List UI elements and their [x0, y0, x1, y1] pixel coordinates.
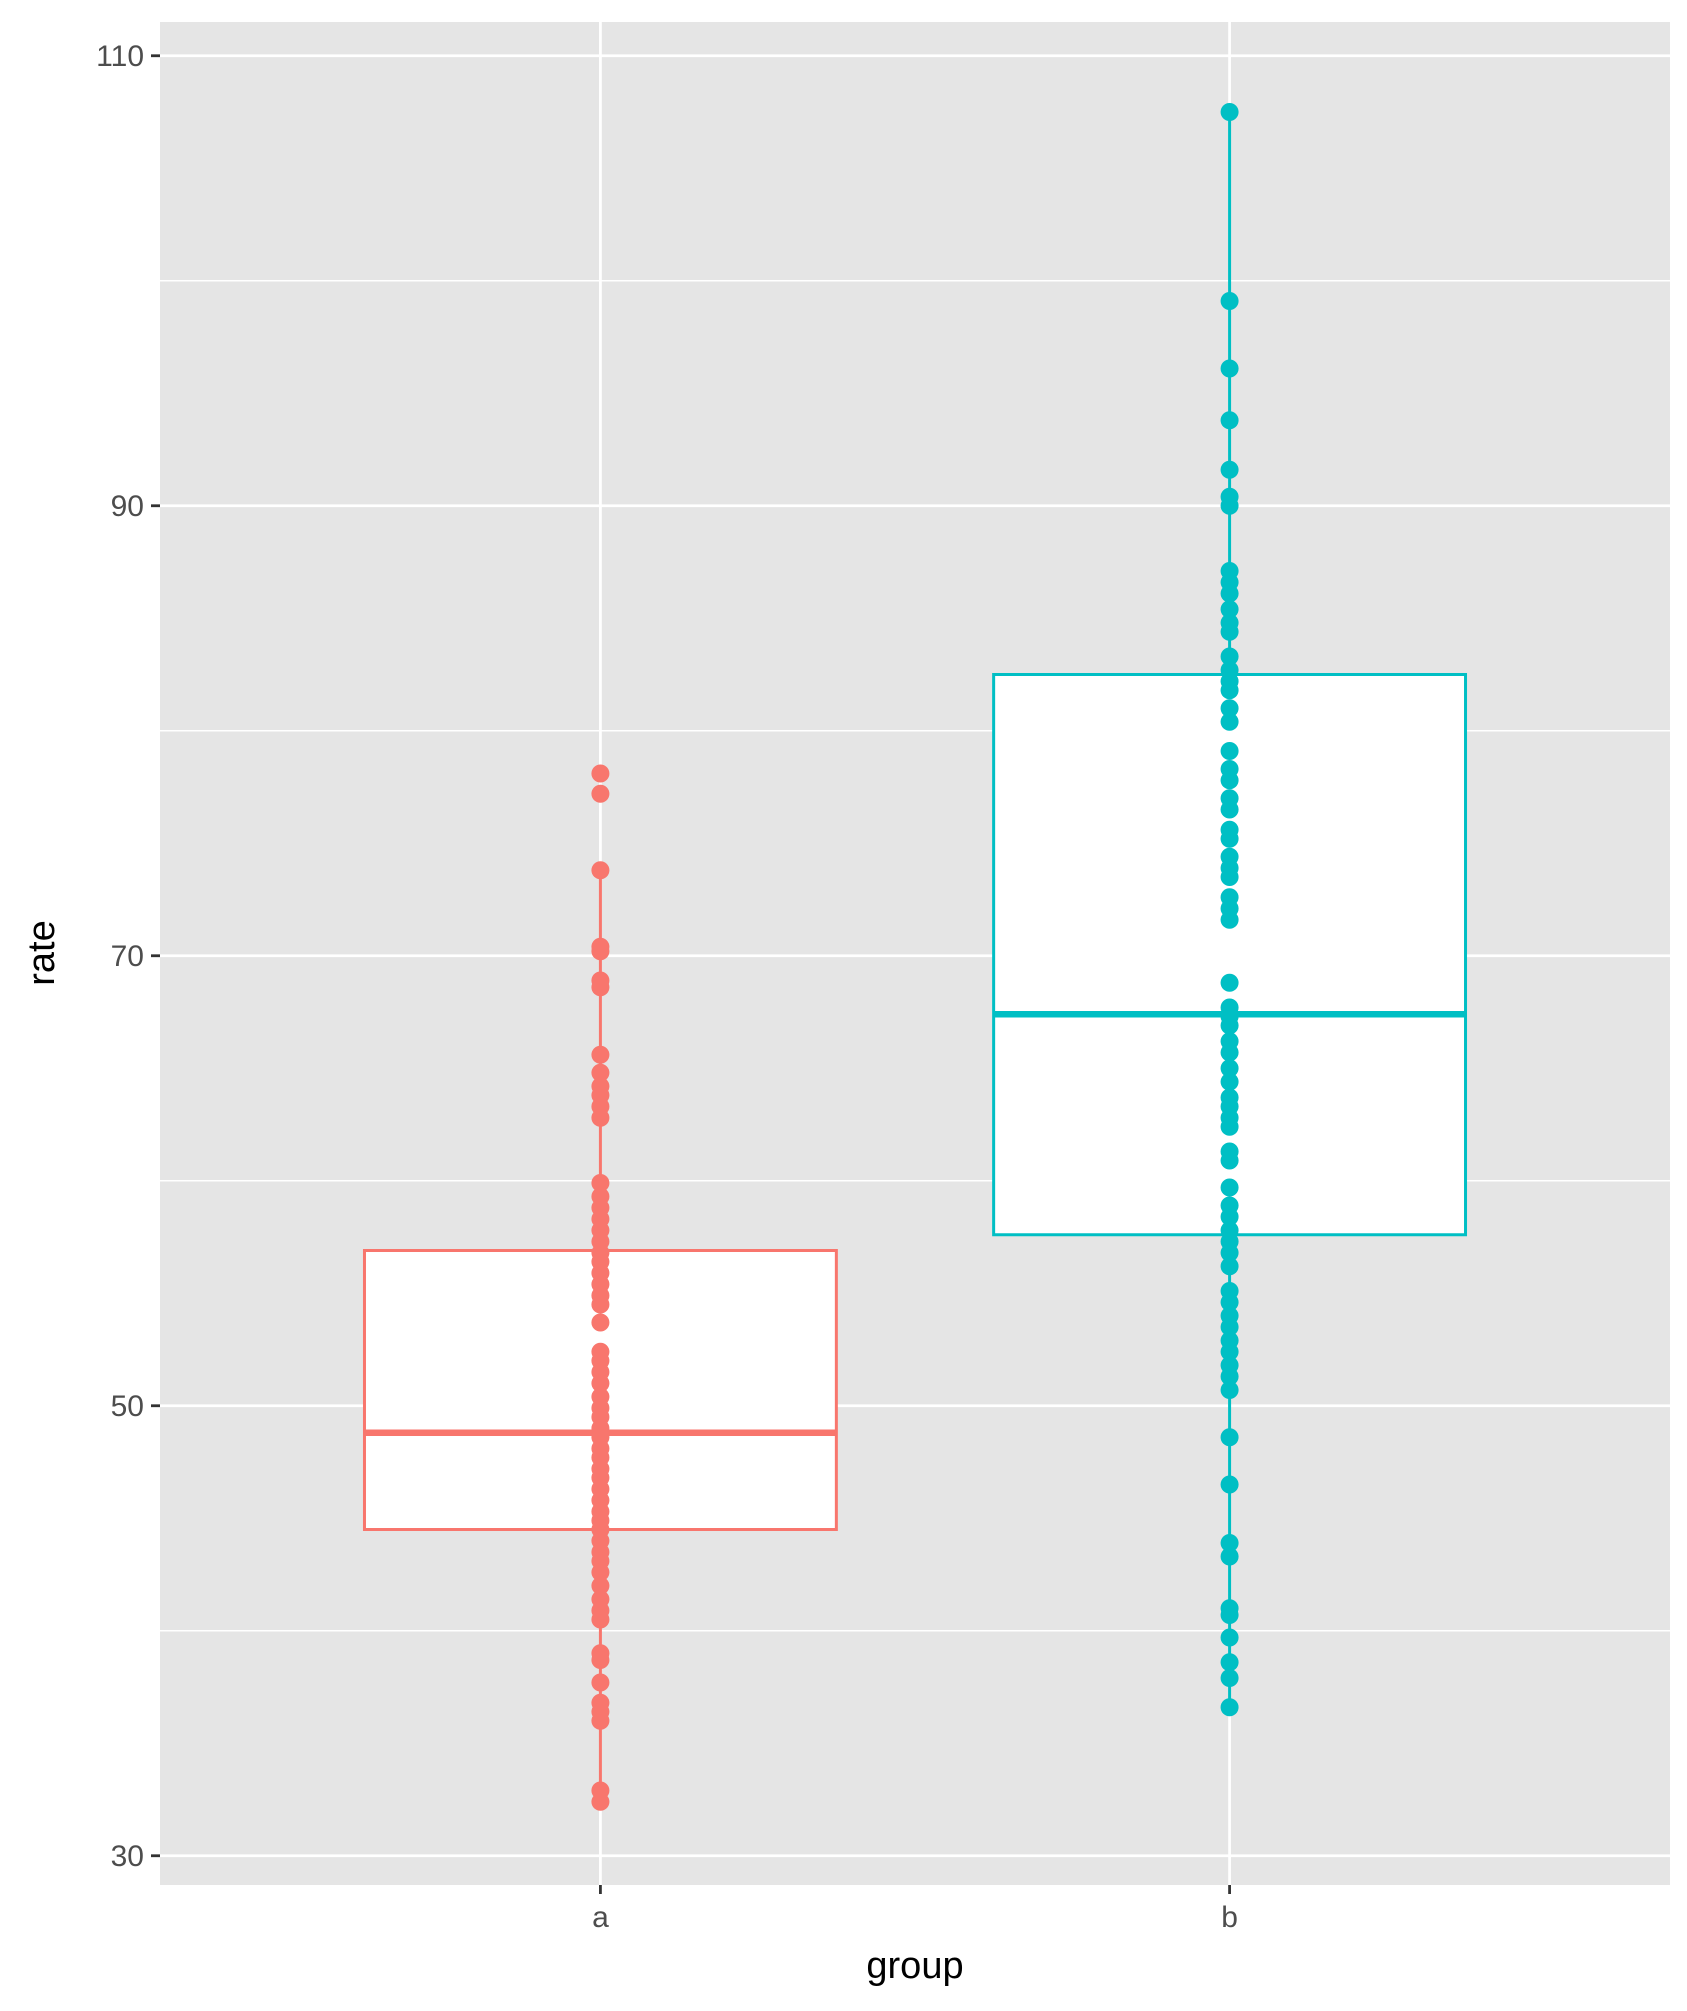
data-point-b	[1220, 1151, 1239, 1170]
data-point-b	[1220, 829, 1239, 848]
data-point-b	[1220, 1475, 1239, 1494]
data-point-b	[1220, 1117, 1239, 1136]
data-point-b	[1220, 1207, 1239, 1226]
data-point-b	[1220, 1381, 1239, 1399]
data-point-a	[591, 1651, 610, 1669]
data-point-a	[591, 861, 610, 880]
data-point-a	[591, 1063, 610, 1082]
data-point-a	[591, 1108, 610, 1127]
data-point-b	[1220, 622, 1239, 641]
data-point-a	[591, 942, 610, 961]
data-point-b	[1220, 1534, 1239, 1552]
data-point-b	[1220, 742, 1239, 760]
data-point-b	[1220, 1628, 1239, 1647]
data-point-b	[1220, 1342, 1239, 1361]
data-point-b	[1220, 1428, 1239, 1447]
points-layer	[591, 103, 1239, 1811]
data-point-b	[1220, 1043, 1239, 1062]
data-point-a	[591, 1313, 610, 1332]
y-tick-label: 50	[111, 1390, 144, 1423]
data-point-b	[1220, 1257, 1239, 1276]
data-point-b	[1220, 1606, 1239, 1624]
y-tick-label: 110	[96, 40, 144, 73]
data-point-a	[591, 1174, 610, 1192]
data-point-a	[591, 1576, 610, 1595]
data-point-b	[1220, 1016, 1239, 1035]
data-point-a	[591, 978, 610, 997]
data-point-b	[1220, 1698, 1239, 1717]
data-point-b	[1220, 712, 1239, 731]
y-tick-label: 70	[111, 940, 144, 973]
data-point-b	[1220, 681, 1239, 700]
data-point-b	[1220, 973, 1239, 992]
data-point-a	[591, 1295, 610, 1314]
data-point-b	[1220, 699, 1239, 718]
data-point-a	[591, 1374, 610, 1393]
data-point-b	[1220, 1059, 1239, 1078]
data-point-a	[591, 1045, 610, 1064]
data-point-b	[1220, 1243, 1239, 1262]
data-point-b	[1220, 647, 1239, 666]
data-point-b	[1220, 584, 1239, 603]
data-point-a	[591, 1711, 610, 1730]
data-point-a	[591, 764, 610, 783]
data-point-b	[1220, 292, 1239, 310]
axes: 30 50 70 90 110 a b	[96, 40, 1238, 1934]
y-tick-label: 90	[111, 490, 144, 523]
data-point-b	[1220, 496, 1239, 515]
data-point-a	[591, 784, 610, 803]
data-point-a	[591, 1610, 610, 1629]
data-point-b	[1220, 1293, 1239, 1312]
data-point-b	[1220, 771, 1239, 790]
data-point-b	[1220, 868, 1239, 886]
data-point-a	[591, 1673, 610, 1692]
data-point-b	[1220, 1367, 1239, 1386]
data-point-b	[1220, 1547, 1239, 1566]
data-point-b	[1220, 103, 1239, 121]
data-point-b	[1220, 411, 1239, 430]
data-point-a	[591, 1563, 610, 1582]
data-point-b	[1220, 800, 1239, 819]
data-point-b	[1220, 1653, 1239, 1672]
data-point-b	[1220, 1072, 1239, 1091]
data-point-b	[1220, 1318, 1239, 1336]
data-point-b	[1220, 359, 1239, 378]
data-point-b	[1220, 1178, 1239, 1197]
x-tick-label: b	[1221, 1901, 1238, 1934]
y-tick-label: 30	[111, 1840, 144, 1873]
data-point-b	[1220, 460, 1239, 479]
data-point-b	[1220, 910, 1239, 929]
data-point-a	[591, 1792, 610, 1811]
x-tick-label: a	[592, 1901, 609, 1934]
data-point-b	[1220, 1669, 1239, 1687]
y-axis-title: rate	[21, 920, 63, 985]
data-point-b	[1220, 600, 1239, 619]
x-axis-title: group	[866, 1945, 963, 1987]
